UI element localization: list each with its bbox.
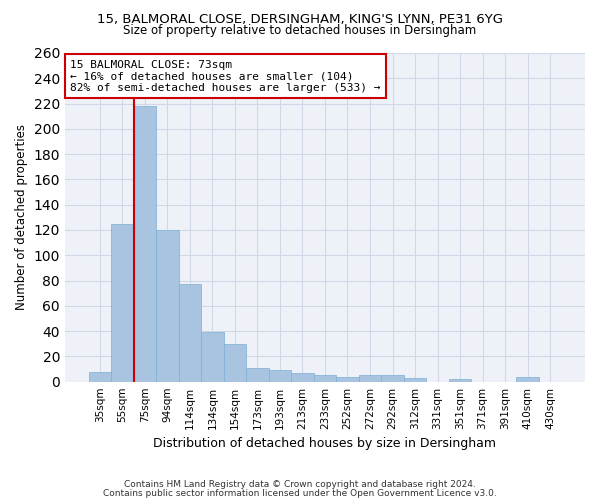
Bar — [246, 368, 269, 382]
X-axis label: Distribution of detached houses by size in Dersingham: Distribution of detached houses by size … — [154, 437, 496, 450]
Bar — [111, 224, 134, 382]
Bar — [291, 373, 314, 382]
Text: Contains HM Land Registry data © Crown copyright and database right 2024.: Contains HM Land Registry data © Crown c… — [124, 480, 476, 489]
Y-axis label: Number of detached properties: Number of detached properties — [15, 124, 28, 310]
Bar — [359, 376, 381, 382]
Bar — [314, 376, 336, 382]
Text: 15 BALMORAL CLOSE: 73sqm
← 16% of detached houses are smaller (104)
82% of semi-: 15 BALMORAL CLOSE: 73sqm ← 16% of detach… — [70, 60, 380, 93]
Bar — [449, 379, 472, 382]
Bar — [156, 230, 179, 382]
Bar — [404, 378, 426, 382]
Bar — [201, 332, 224, 382]
Text: Contains public sector information licensed under the Open Government Licence v3: Contains public sector information licen… — [103, 488, 497, 498]
Bar — [336, 376, 359, 382]
Bar — [381, 376, 404, 382]
Bar — [269, 370, 291, 382]
Text: 15, BALMORAL CLOSE, DERSINGHAM, KING'S LYNN, PE31 6YG: 15, BALMORAL CLOSE, DERSINGHAM, KING'S L… — [97, 12, 503, 26]
Bar — [517, 376, 539, 382]
Text: Size of property relative to detached houses in Dersingham: Size of property relative to detached ho… — [124, 24, 476, 37]
Bar — [134, 106, 156, 382]
Bar — [224, 344, 246, 382]
Bar — [89, 372, 111, 382]
Bar — [179, 284, 201, 382]
